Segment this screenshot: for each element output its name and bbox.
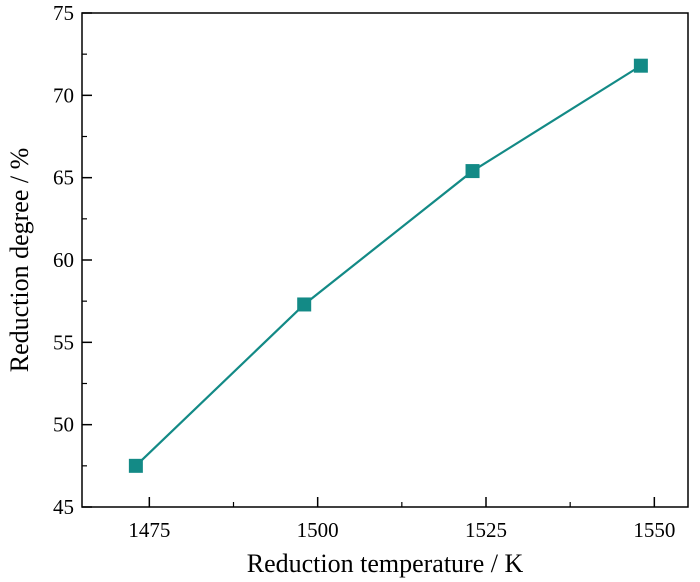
y-tick-label: 45 — [53, 495, 74, 519]
x-tick-label: 1550 — [633, 518, 675, 542]
y-tick-label: 55 — [53, 330, 74, 354]
y-axis-title: Reduction degree / % — [5, 148, 34, 373]
y-tick-label: 70 — [53, 83, 74, 107]
x-tick-label: 1525 — [465, 518, 507, 542]
x-axis-title: Reduction temperature / K — [247, 549, 524, 578]
data-point — [297, 297, 312, 312]
x-tick-label: 1500 — [297, 518, 339, 542]
x-axis-ticks: 1475 1500 1525 1550 — [128, 497, 675, 542]
x-tick-label: 1475 — [128, 518, 170, 542]
data-point — [465, 164, 480, 179]
series-line — [135, 64, 642, 467]
data-series — [128, 58, 648, 473]
data-point — [633, 58, 648, 73]
y-axis-ticks: 45 50 55 60 65 70 75 — [53, 1, 92, 519]
y-tick-label: 60 — [53, 248, 74, 272]
plot-frame — [81, 12, 689, 508]
y-tick-label: 50 — [53, 413, 74, 437]
data-point — [128, 458, 143, 473]
y-tick-label: 75 — [53, 1, 74, 25]
y-tick-label: 65 — [53, 166, 74, 190]
